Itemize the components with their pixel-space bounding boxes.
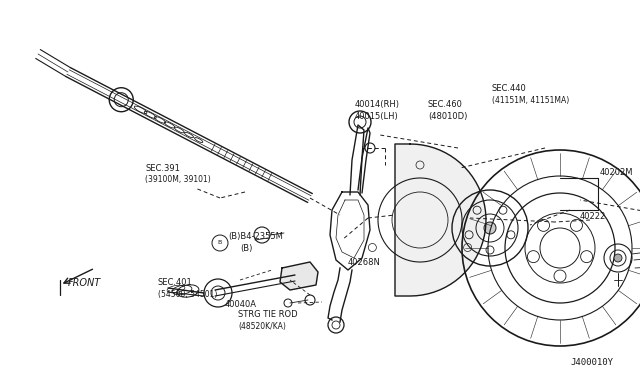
Text: B: B bbox=[218, 241, 222, 246]
Text: 40202M: 40202M bbox=[600, 168, 634, 177]
Text: (B)B4-2355M: (B)B4-2355M bbox=[228, 232, 283, 241]
Text: 40268N: 40268N bbox=[348, 258, 381, 267]
Text: SEC.401: SEC.401 bbox=[158, 278, 193, 287]
Text: 40040A: 40040A bbox=[225, 300, 257, 309]
Text: SEC.440: SEC.440 bbox=[492, 84, 527, 93]
Text: FRONT: FRONT bbox=[68, 278, 101, 288]
Text: (54500, 54501): (54500, 54501) bbox=[158, 290, 218, 299]
Polygon shape bbox=[395, 144, 486, 296]
Text: SEC.460: SEC.460 bbox=[428, 100, 463, 109]
Text: (48010D): (48010D) bbox=[428, 112, 467, 121]
Text: 40222: 40222 bbox=[580, 212, 606, 221]
Text: (B): (B) bbox=[240, 244, 252, 253]
Text: STRG TIE ROD: STRG TIE ROD bbox=[238, 310, 298, 319]
Text: 40015(LH): 40015(LH) bbox=[355, 112, 399, 121]
Text: J400010Y: J400010Y bbox=[570, 358, 613, 367]
Text: (39100M, 39101): (39100M, 39101) bbox=[145, 175, 211, 184]
Text: (41151M, 41151MA): (41151M, 41151MA) bbox=[492, 96, 569, 105]
Polygon shape bbox=[280, 262, 318, 290]
Text: (48520K/KA): (48520K/KA) bbox=[238, 322, 286, 331]
Circle shape bbox=[484, 222, 496, 234]
Text: SEC.391: SEC.391 bbox=[145, 164, 180, 173]
Circle shape bbox=[614, 254, 622, 262]
Text: 40014(RH): 40014(RH) bbox=[355, 100, 400, 109]
